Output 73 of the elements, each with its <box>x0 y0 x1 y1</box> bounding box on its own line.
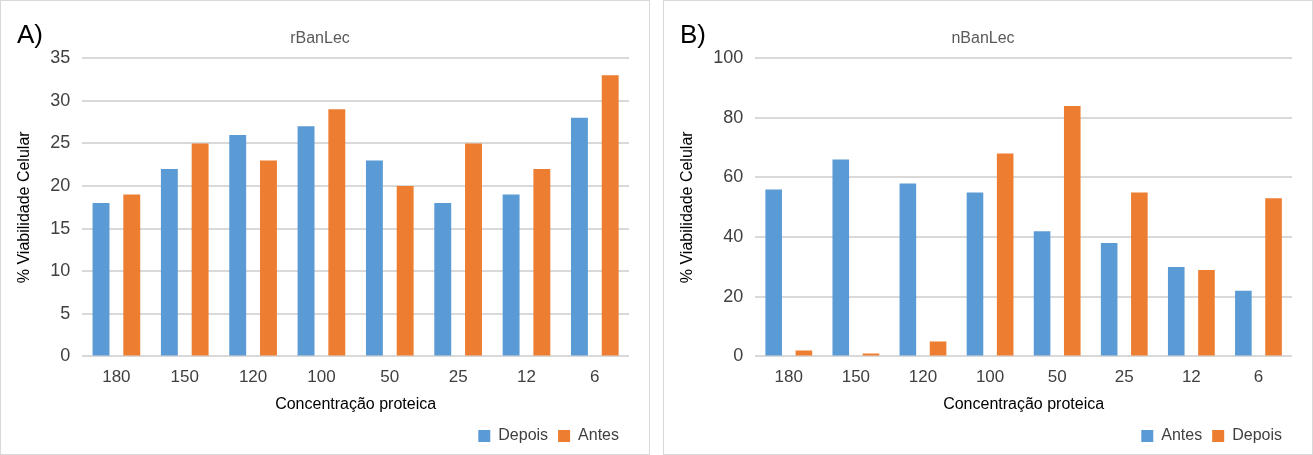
bar <box>502 194 520 356</box>
x-tick-label: 6 <box>1253 367 1264 387</box>
bar <box>1063 105 1081 356</box>
legend-label: Depois <box>498 426 549 444</box>
bar <box>966 192 984 356</box>
x-tick-label: 25 <box>448 367 468 387</box>
y-tick-label: 0 <box>60 345 71 366</box>
y-tick-label: 25 <box>50 132 71 153</box>
bar <box>92 203 110 356</box>
y-tick-label: 15 <box>50 217 71 238</box>
x-tick-label: 12 <box>517 367 536 387</box>
legend-label: Antes <box>1161 426 1203 444</box>
y-tick-label: 40 <box>723 226 744 247</box>
y-tick-label: 20 <box>50 174 71 195</box>
x-tick-label: 150 <box>170 367 199 387</box>
y-tick-label: 30 <box>50 89 71 110</box>
x-tick-label: 100 <box>975 367 1005 387</box>
bar <box>229 134 247 356</box>
y-tick-label: 35 <box>50 47 71 68</box>
bar <box>929 341 947 356</box>
bar <box>328 109 346 356</box>
y-tick-label: 0 <box>733 345 744 366</box>
bar <box>123 194 141 356</box>
chart-title: nBanLec <box>951 29 1015 47</box>
bar <box>601 75 619 356</box>
legend-label: Antes <box>578 426 620 444</box>
x-tick-label: 50 <box>380 367 400 387</box>
x-tick-label: 180 <box>774 367 803 387</box>
x-tick-label: 6 <box>590 367 600 387</box>
bar <box>1033 231 1051 356</box>
x-tick-label: 100 <box>307 367 336 387</box>
bar <box>1235 290 1252 356</box>
bar <box>996 153 1014 356</box>
x-tick-label: 120 <box>238 367 268 387</box>
x-axis-title: Concentração proteica <box>943 394 1105 412</box>
y-axis-title: % Viabilidade Celular <box>15 130 33 284</box>
bar <box>396 186 414 356</box>
bar <box>297 126 315 356</box>
y-tick-label: 80 <box>723 106 744 127</box>
x-tick-label: 120 <box>908 367 938 387</box>
bar <box>765 189 782 356</box>
y-axis-title: % Viabilidade Celular <box>678 130 696 284</box>
x-tick-label: 25 <box>1114 367 1134 387</box>
chart-title: rBanLec <box>290 29 350 47</box>
bar <box>533 168 551 356</box>
bar <box>365 160 383 356</box>
x-tick-label: 150 <box>841 367 871 387</box>
bar <box>1265 198 1282 356</box>
bar <box>570 117 588 356</box>
bar <box>795 350 813 356</box>
y-tick-label: 20 <box>723 285 744 306</box>
bar <box>832 159 850 356</box>
x-tick-label: 12 <box>1181 367 1201 387</box>
bar <box>899 183 917 356</box>
bar <box>434 203 452 356</box>
bar <box>1100 243 1118 356</box>
bar <box>1198 269 1215 356</box>
bar <box>260 160 277 356</box>
y-tick-label: 10 <box>50 260 71 281</box>
bar <box>465 143 482 356</box>
text: A) <box>17 19 43 50</box>
y-tick-label: 5 <box>60 302 71 323</box>
text: B) <box>680 19 706 50</box>
y-tick-label: 100 <box>713 47 744 68</box>
bar <box>1131 192 1148 356</box>
y-tick-label: 60 <box>723 166 744 187</box>
bar <box>160 168 178 356</box>
x-tick-label: 50 <box>1047 367 1067 387</box>
bar <box>191 143 209 356</box>
x-axis-title: Concentração proteica <box>275 394 437 412</box>
legend-label: Depois <box>1232 426 1283 444</box>
x-tick-label: 180 <box>102 367 131 387</box>
bar <box>1167 266 1185 356</box>
